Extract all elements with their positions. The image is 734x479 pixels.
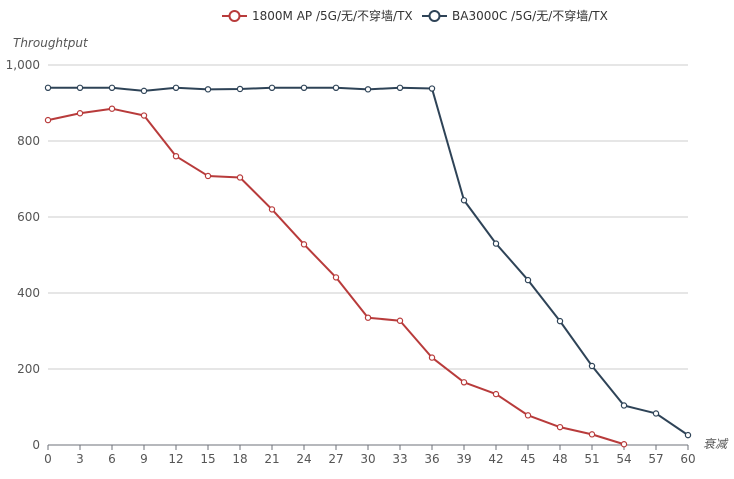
x-tick-label: 27 bbox=[328, 452, 343, 466]
x-tick-label: 48 bbox=[552, 452, 567, 466]
data-point[interactable] bbox=[364, 314, 372, 321]
data-point[interactable] bbox=[204, 172, 212, 180]
data-point[interactable] bbox=[620, 441, 628, 448]
x-tick-label: 30 bbox=[360, 452, 375, 466]
data-point[interactable] bbox=[108, 84, 116, 92]
axes bbox=[47, 444, 689, 450]
data-point[interactable] bbox=[140, 112, 148, 119]
x-tick-label: 39 bbox=[456, 452, 471, 466]
data-point[interactable] bbox=[620, 402, 628, 409]
data-point[interactable] bbox=[44, 84, 52, 92]
x-tick-label: 0 bbox=[44, 452, 52, 466]
x-tick-label: 12 bbox=[168, 452, 183, 466]
data-point[interactable] bbox=[108, 105, 116, 112]
y-tick-label: 200 bbox=[17, 362, 40, 376]
y-tick-label: 800 bbox=[17, 134, 40, 148]
data-point[interactable] bbox=[428, 85, 436, 92]
data-point[interactable] bbox=[524, 412, 532, 419]
data-point[interactable] bbox=[428, 354, 436, 361]
x-tick-label: 15 bbox=[200, 452, 215, 466]
y-axis-title: Throughtput bbox=[13, 36, 89, 50]
data-point[interactable] bbox=[332, 84, 340, 92]
legend-item-series-1[interactable]: 1800M AP /5G/无/不穿墙/TX bbox=[222, 8, 413, 23]
x-tick-label: 3 bbox=[76, 452, 84, 466]
data-point[interactable] bbox=[76, 110, 84, 117]
data-point[interactable] bbox=[76, 84, 84, 92]
x-tick-label: 42 bbox=[488, 452, 503, 466]
legend-label-series-2: BA3000C /5G/无/不穿墙/TX bbox=[452, 8, 608, 23]
data-point[interactable] bbox=[396, 317, 404, 324]
x-tick-label: 6 bbox=[108, 452, 116, 466]
legend-item-series-2[interactable]: BA3000C /5G/无/不穿墙/TX bbox=[422, 8, 608, 23]
data-point[interactable] bbox=[556, 423, 564, 431]
y-tick-label: 600 bbox=[17, 210, 40, 224]
data-point[interactable] bbox=[460, 197, 468, 204]
y-tick-label: 1,000 bbox=[6, 58, 40, 72]
data-point[interactable] bbox=[236, 174, 244, 181]
data-point[interactable] bbox=[172, 84, 180, 92]
data-point[interactable] bbox=[652, 410, 660, 417]
x-tick-label: 36 bbox=[424, 452, 439, 466]
data-point[interactable] bbox=[588, 362, 596, 370]
legend-swatch-marker bbox=[428, 10, 441, 22]
y-tick-labels: 0 200 400 600 800 1,000 bbox=[6, 58, 40, 452]
data-point[interactable] bbox=[396, 84, 404, 92]
x-tick-label: 57 bbox=[648, 452, 663, 466]
gridlines bbox=[48, 64, 688, 370]
data-point[interactable] bbox=[204, 86, 212, 93]
x-tick-label: 45 bbox=[520, 452, 535, 466]
x-tick-label: 60 bbox=[680, 452, 695, 466]
x-tick-label: 33 bbox=[392, 452, 407, 466]
data-point[interactable] bbox=[268, 84, 276, 92]
legend[interactable]: 1800M AP /5G/无/不穿墙/TX BA3000C /5G/无/不穿墙/… bbox=[222, 8, 608, 23]
x-tick-labels: 0 3 6 9 12 15 18 21 24 27 30 33 36 39 42 45 48 51 54 57 60 bbox=[44, 452, 695, 466]
data-point[interactable] bbox=[524, 276, 532, 284]
data-point[interactable] bbox=[300, 241, 308, 248]
legend-label-series-1: 1800M AP /5G/无/不穿墙/TX bbox=[252, 8, 413, 23]
series-line-2 bbox=[48, 86, 689, 436]
data-point[interactable] bbox=[300, 84, 308, 92]
x-tick-label: 21 bbox=[264, 452, 279, 466]
legend-swatch-marker bbox=[228, 10, 241, 22]
data-point[interactable] bbox=[492, 390, 500, 398]
y-tick-label: 0 bbox=[32, 438, 40, 452]
data-point[interactable] bbox=[556, 317, 564, 325]
data-point[interactable] bbox=[236, 85, 244, 93]
data-point[interactable] bbox=[172, 152, 180, 160]
y-tick-label: 400 bbox=[17, 286, 40, 300]
data-point[interactable] bbox=[684, 431, 692, 439]
data-point[interactable] bbox=[44, 116, 52, 124]
x-tick-label: 18 bbox=[232, 452, 247, 466]
x-tick-label: 24 bbox=[296, 452, 311, 466]
data-point[interactable] bbox=[460, 379, 468, 386]
x-tick-label: 51 bbox=[584, 452, 599, 466]
x-tick-label: 9 bbox=[140, 452, 148, 466]
data-point[interactable] bbox=[332, 274, 340, 281]
x-axis-title: 衰减 bbox=[703, 437, 729, 451]
x-tick-label: 54 bbox=[616, 452, 631, 466]
data-point[interactable] bbox=[140, 87, 148, 95]
data-point[interactable] bbox=[364, 86, 372, 93]
data-points bbox=[44, 84, 692, 448]
data-point[interactable] bbox=[492, 240, 500, 247]
data-point[interactable] bbox=[588, 431, 596, 438]
data-point[interactable] bbox=[268, 206, 276, 213]
